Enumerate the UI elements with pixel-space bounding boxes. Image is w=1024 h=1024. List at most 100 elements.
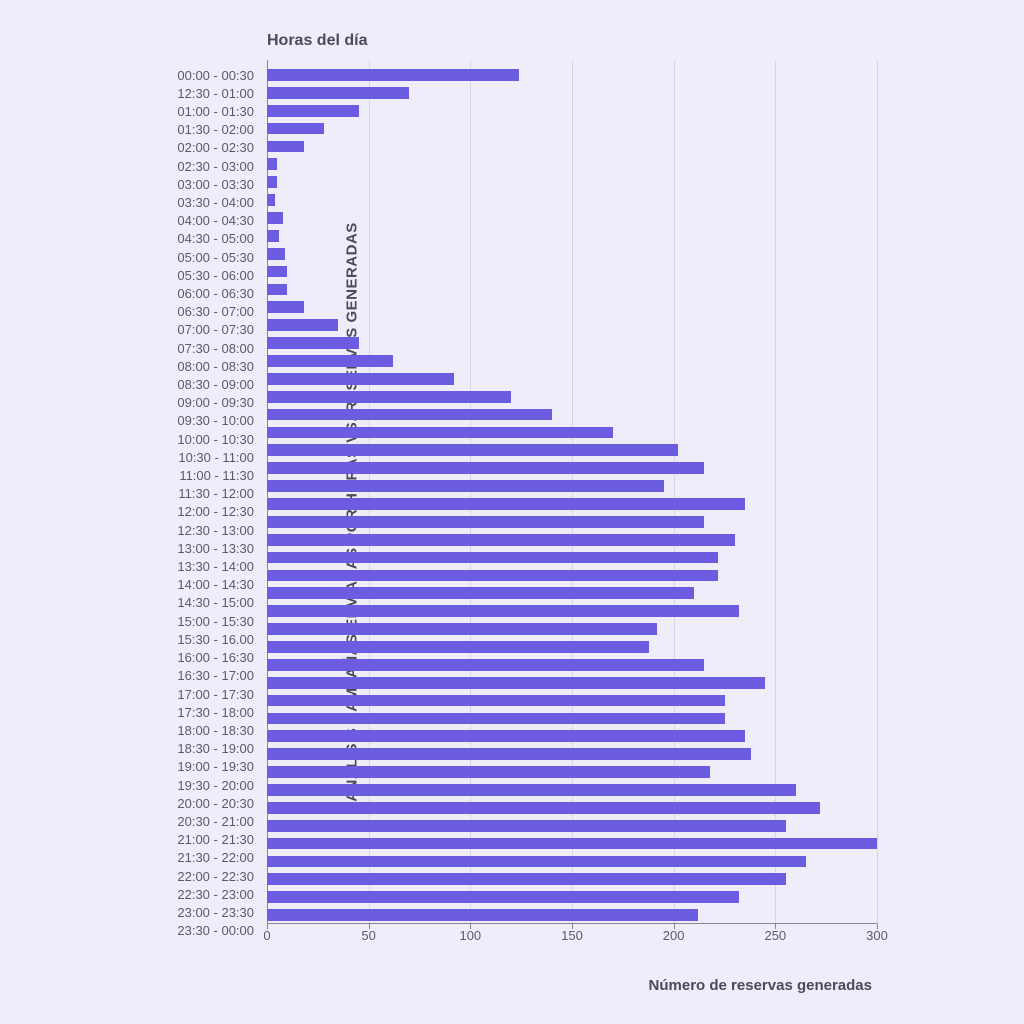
bar [267, 641, 649, 653]
bar-row [267, 567, 877, 585]
y-tick-label: 02:30 - 03:00 [72, 157, 262, 175]
bar [267, 552, 718, 564]
y-tick-label: 13:30 - 14:00 [72, 557, 262, 575]
bar [267, 337, 359, 349]
y-tick-label: 02:00 - 02:30 [72, 139, 262, 157]
bar [267, 87, 409, 99]
bar-row [267, 817, 877, 835]
bar [267, 623, 657, 635]
y-tick-label: 06:30 - 07:00 [72, 303, 262, 321]
y-tick-label: 06:00 - 06:30 [72, 284, 262, 302]
y-tick-label: 09:00 - 09:30 [72, 394, 262, 412]
y-tick-label: 18:00 - 18:30 [72, 721, 262, 739]
bar [267, 427, 613, 439]
y-tick-label: 16:30 - 17:00 [72, 667, 262, 685]
bar [267, 105, 359, 117]
bar [267, 838, 877, 850]
bar-row [267, 853, 877, 871]
bar [267, 462, 704, 474]
bar [267, 802, 820, 814]
y-tick-label: 23:00 - 23:30 [72, 903, 262, 921]
grid-line [877, 60, 878, 924]
bar-row [267, 584, 877, 602]
bar-row [267, 209, 877, 227]
x-tick-mark [775, 924, 776, 929]
x-tick-mark [470, 924, 471, 929]
bar-row [267, 138, 877, 156]
bar-row [267, 513, 877, 531]
bar-row [267, 155, 877, 173]
y-tick-label: 00:00 - 00:30 [72, 66, 262, 84]
bar [267, 784, 796, 796]
x-tick-label: 300 [866, 928, 888, 943]
y-tick-label: 22:00 - 22:30 [72, 867, 262, 885]
bar [267, 659, 704, 671]
bar [267, 212, 283, 224]
x-tick-label: 50 [361, 928, 375, 943]
bar [267, 194, 275, 206]
bar [267, 391, 511, 403]
y-tick-label: 20:00 - 20:30 [72, 794, 262, 812]
bar [267, 587, 694, 599]
bar-row [267, 495, 877, 513]
bar-row [267, 727, 877, 745]
bar-row [267, 352, 877, 370]
bar [267, 301, 304, 313]
y-tick-label: 10:30 - 11:00 [72, 448, 262, 466]
bar [267, 248, 285, 260]
bar-row [267, 227, 877, 245]
plot-area: 050100150200250300 [267, 60, 877, 948]
bar [267, 677, 765, 689]
bar-row [267, 406, 877, 424]
bar-row [267, 906, 877, 924]
bar [267, 230, 279, 242]
bar [267, 748, 751, 760]
bar-row [267, 674, 877, 692]
y-tick-label: 21:00 - 21:30 [72, 831, 262, 849]
bar [267, 319, 338, 331]
y-tick-label: 19:00 - 19:30 [72, 758, 262, 776]
y-tick-label: 14:30 - 15:00 [72, 594, 262, 612]
bar-row [267, 84, 877, 102]
bar [267, 695, 725, 707]
x-tick-mark [877, 924, 878, 929]
chart-title: Horas del día [267, 32, 367, 50]
y-tick-label: 12:30 - 01:00 [72, 84, 262, 102]
y-tick-label: 10:00 - 10:30 [72, 430, 262, 448]
bar-row [267, 102, 877, 120]
bar [267, 266, 287, 278]
bars-container [267, 66, 877, 924]
bar-row [267, 620, 877, 638]
bar [267, 141, 304, 153]
y-tick-label: 05:30 - 06:00 [72, 266, 262, 284]
bar [267, 444, 678, 456]
bar [267, 498, 745, 510]
y-tick-label: 18:30 - 19:00 [72, 740, 262, 758]
bar-row [267, 835, 877, 853]
bar-row [267, 656, 877, 674]
y-tick-label: 17:30 - 18:00 [72, 703, 262, 721]
bar-row [267, 870, 877, 888]
y-tick-label: 21:30 - 22:00 [72, 849, 262, 867]
x-tick-label: 100 [459, 928, 481, 943]
bar-row [267, 692, 877, 710]
y-tick-label: 20:30 - 21:00 [72, 812, 262, 830]
y-tick-label: 11:00 - 11:30 [72, 466, 262, 484]
y-tick-label: 08:00 - 08:30 [72, 357, 262, 375]
bar [267, 123, 324, 135]
bar [267, 891, 739, 903]
bar-row [267, 370, 877, 388]
y-tick-label: 13:00 - 13:30 [72, 539, 262, 557]
x-tick-mark [267, 924, 268, 929]
bar [267, 409, 552, 421]
bar-row [267, 710, 877, 728]
bar [267, 284, 287, 296]
y-axis-labels: 00:00 - 00:3012:30 - 01:0001:00 - 01:300… [72, 66, 262, 940]
bar-row [267, 763, 877, 781]
y-tick-label: 04:00 - 04:30 [72, 212, 262, 230]
y-tick-label: 17:00 - 17:30 [72, 685, 262, 703]
bar [267, 713, 725, 725]
bar [267, 856, 806, 868]
bar [267, 534, 735, 546]
bar [267, 158, 277, 170]
